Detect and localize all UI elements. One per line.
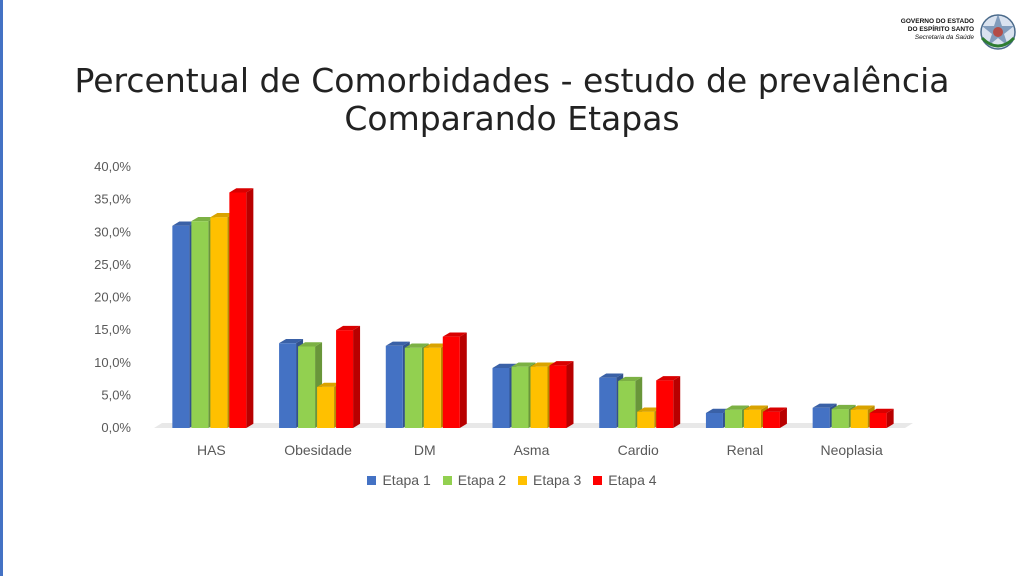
y-tick-label: 15,0%: [94, 322, 131, 337]
bar-dm-etapa-4: [442, 332, 467, 428]
bar-cardio-etapa-4: [656, 376, 681, 428]
legend-item: Etapa 2: [442, 472, 506, 488]
x-category-label: Obesidade: [284, 442, 352, 458]
legend-swatch: [593, 475, 603, 485]
bar-obesidade-etapa-2: [298, 342, 323, 428]
legend-item: Etapa 4: [593, 472, 657, 488]
legend-label: Etapa 2: [457, 472, 506, 488]
government-logo: GOVERNO DO ESTADO DO ESPÍRITO SANTO Secr…: [880, 8, 1020, 60]
slide-left-border: [0, 0, 3, 576]
y-tick-label: 5,0%: [101, 387, 131, 402]
bar-obesidade-etapa-4: [336, 325, 361, 428]
y-tick-label: 10,0%: [94, 355, 131, 370]
x-category-label: Neoplasia: [821, 442, 883, 458]
bar-neoplasia-etapa-4: [869, 408, 894, 428]
legend-label: Etapa 3: [533, 472, 582, 488]
legend-swatch: [442, 475, 452, 485]
legend-label: Etapa 4: [608, 472, 657, 488]
y-tick-label: 0,0%: [101, 420, 131, 435]
legend-label: Etapa 1: [382, 472, 431, 488]
x-category-label: Asma: [514, 442, 550, 458]
y-tick-label: 20,0%: [94, 290, 131, 305]
logo-line-2: DO ESPÍRITO SANTO: [907, 26, 974, 33]
legend-swatch: [518, 475, 527, 485]
y-tick-label: 35,0%: [94, 192, 131, 207]
bar-asma-etapa-4: [549, 361, 574, 428]
bar-has-etapa-4: [229, 188, 254, 428]
title-line-2: Comparando Etapas: [344, 99, 680, 138]
logo-text: GOVERNO DO ESTADO DO ESPÍRITO SANTO Secr…: [892, 18, 974, 42]
coat-of-arms-icon: [980, 14, 1016, 50]
title-line-1: Percentual de Comorbidades - estudo de p…: [74, 61, 950, 100]
chart-title: Percentual de Comorbidades - estudo de p…: [0, 62, 1024, 138]
x-category-label: Renal: [727, 442, 764, 458]
y-tick-label: 40,0%: [94, 159, 131, 174]
x-category-label: Cardio: [618, 442, 659, 458]
x-category-label: HAS: [197, 442, 226, 458]
legend-item: Etapa 1: [367, 472, 431, 488]
legend-swatch: [367, 475, 377, 485]
y-tick-label: 30,0%: [94, 224, 131, 239]
y-tick-label: 25,0%: [94, 257, 131, 272]
logo-line-3: Secretaria da Saúde: [914, 34, 974, 41]
x-category-label: DM: [414, 442, 436, 458]
bar-renal-etapa-4: [762, 407, 787, 428]
legend-item: Etapa 3: [518, 472, 581, 488]
logo-line-1: GOVERNO DO ESTADO: [900, 18, 974, 25]
chart-legend: Etapa 1 Etapa 2 Etapa 3 Etapa 4: [0, 472, 1024, 488]
